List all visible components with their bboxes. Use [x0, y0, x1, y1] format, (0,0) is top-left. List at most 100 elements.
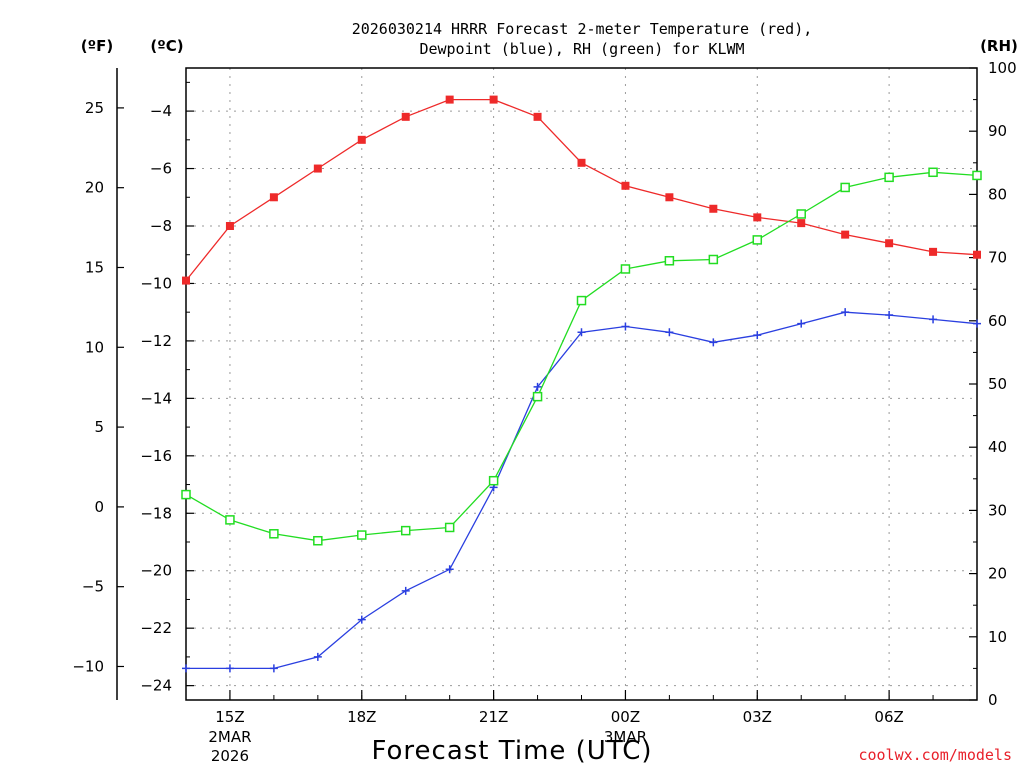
celsius-axis: −24 −22 −20 −18 −16 −14 −12 −10 −8 −6 −4: [140, 81, 194, 695]
temperature-point: [885, 239, 894, 248]
dewpoint-point: [269, 664, 278, 673]
time-tick-label: 06Z: [874, 708, 903, 726]
rh-axis: 0 10 20 30 40 50 60 70 80 90 100: [969, 59, 1017, 709]
temperature-point: [445, 95, 454, 104]
rh-point: [620, 264, 631, 274]
rh-point: [488, 475, 499, 486]
fahrenheit-tick-label: 5: [94, 418, 104, 436]
fahrenheit-tick-label: 15: [85, 258, 104, 276]
temperature-point: [533, 112, 542, 121]
rh-tick-label: 80: [988, 185, 1007, 203]
temperature-point: [665, 193, 674, 202]
celsius-tick-label: −12: [140, 332, 172, 350]
time-tick-label: 18Z: [347, 708, 376, 726]
dewpoint-point: [665, 328, 674, 337]
dewpoint-point: [621, 322, 630, 331]
rh-tick-label: 60: [988, 312, 1007, 330]
rh-point: [752, 235, 763, 245]
fahrenheit-tick-label: 0: [94, 498, 104, 516]
dewpoint-point: [973, 319, 981, 328]
celsius-tick-label: −14: [140, 389, 172, 407]
fahrenheit-tick-label: −10: [72, 657, 104, 675]
rh-point: [444, 522, 455, 533]
fahrenheit-tick-label: 25: [85, 99, 104, 117]
celsius-tick-label: −24: [140, 677, 172, 695]
celsius-tick-label: −20: [140, 562, 172, 580]
temperature-point: [621, 181, 630, 190]
rh-point: [796, 209, 806, 219]
dewpoint-point: [357, 615, 366, 624]
series-dewpoint: [182, 308, 981, 673]
dewpoint-point: [445, 565, 454, 574]
temperature-point: [841, 230, 850, 239]
rh-point: [181, 489, 191, 500]
chart-title-line1: 2026030214 HRRR Forecast 2-meter Tempera…: [352, 20, 813, 38]
dewpoint-point: [753, 331, 762, 340]
fahrenheit-tick-label: 20: [85, 179, 104, 197]
rh-line: [185, 171, 978, 542]
date-tick-label: 2MAR: [208, 728, 251, 746]
rh-point: [928, 167, 938, 178]
series-temperature: [182, 95, 981, 285]
dewpoint-point: [313, 652, 322, 661]
celsius-tick-label: −16: [140, 447, 172, 465]
rh-unit-label: (RH): [980, 37, 1018, 55]
celsius-unit-label: (ºC): [150, 37, 183, 55]
temperature-point: [182, 276, 190, 285]
dewpoint-point: [401, 586, 410, 595]
rh-point: [269, 529, 279, 539]
rh-point: [884, 172, 894, 183]
temperature-line: [185, 98, 978, 282]
temperature-point: [401, 112, 410, 121]
dewpoint-point: [225, 664, 234, 673]
rh-tick-label: 20: [988, 565, 1007, 583]
rh-point: [313, 535, 323, 546]
temperature-point: [313, 164, 322, 173]
rh-tick-label: 90: [988, 122, 1007, 140]
fahrenheit-axis: −10 −5 0 5 10 15 20 25: [72, 99, 124, 675]
rh-point: [840, 182, 850, 193]
rh-tick-label: 0: [988, 691, 998, 709]
rh-point: [400, 525, 411, 536]
time-tick-label: 15Z: [215, 708, 244, 726]
rh-point: [972, 170, 982, 181]
rh-tick-label: 100: [988, 59, 1017, 77]
rh-tick-label: 40: [988, 438, 1007, 456]
dewpoint-line: [186, 311, 978, 670]
celsius-tick-label: −8: [150, 217, 172, 235]
temperature-point: [225, 222, 234, 230]
temperature-point: [709, 204, 718, 213]
rh-point: [664, 256, 675, 266]
fahrenheit-unit-label: (ºF): [81, 37, 113, 55]
time-tick-label: 00Z: [611, 708, 640, 726]
rh-tick-label: 70: [988, 249, 1007, 267]
temperature-point: [797, 219, 806, 228]
rh-point: [708, 254, 719, 265]
temperature-point: [269, 193, 278, 202]
temperature-point: [577, 158, 586, 167]
date-tick-label: 3MAR: [604, 728, 647, 746]
temperature-point: [929, 247, 938, 256]
credit-text: coolwx.com/models: [858, 746, 1012, 764]
dewpoint-point: [929, 315, 938, 324]
fahrenheit-tick-label: −5: [82, 578, 104, 596]
rh-tick-label: 10: [988, 628, 1007, 646]
celsius-tick-label: −6: [150, 160, 172, 178]
dewpoint-point: [577, 328, 586, 337]
dewpoint-point: [709, 338, 718, 347]
dewpoint-point: [533, 382, 542, 391]
temperature-point: [357, 135, 366, 144]
temperature-point: [489, 95, 498, 104]
celsius-tick-label: −22: [140, 619, 172, 637]
celsius-tick-label: −10: [140, 274, 172, 292]
dewpoint-point: [797, 319, 806, 328]
celsius-tick-label: −18: [140, 504, 172, 522]
time-tick-label: 03Z: [743, 708, 772, 726]
rh-tick-label: 50: [988, 375, 1007, 393]
rh-point: [225, 515, 235, 525]
rh-point: [532, 391, 543, 402]
year-tick-label: 2026: [211, 747, 249, 765]
rh-point: [576, 295, 587, 306]
